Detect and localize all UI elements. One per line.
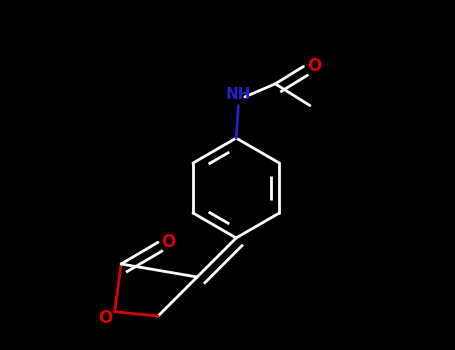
Text: O: O (162, 233, 176, 251)
Text: O: O (307, 57, 321, 76)
Text: O: O (98, 309, 112, 327)
Text: NH: NH (226, 87, 251, 102)
